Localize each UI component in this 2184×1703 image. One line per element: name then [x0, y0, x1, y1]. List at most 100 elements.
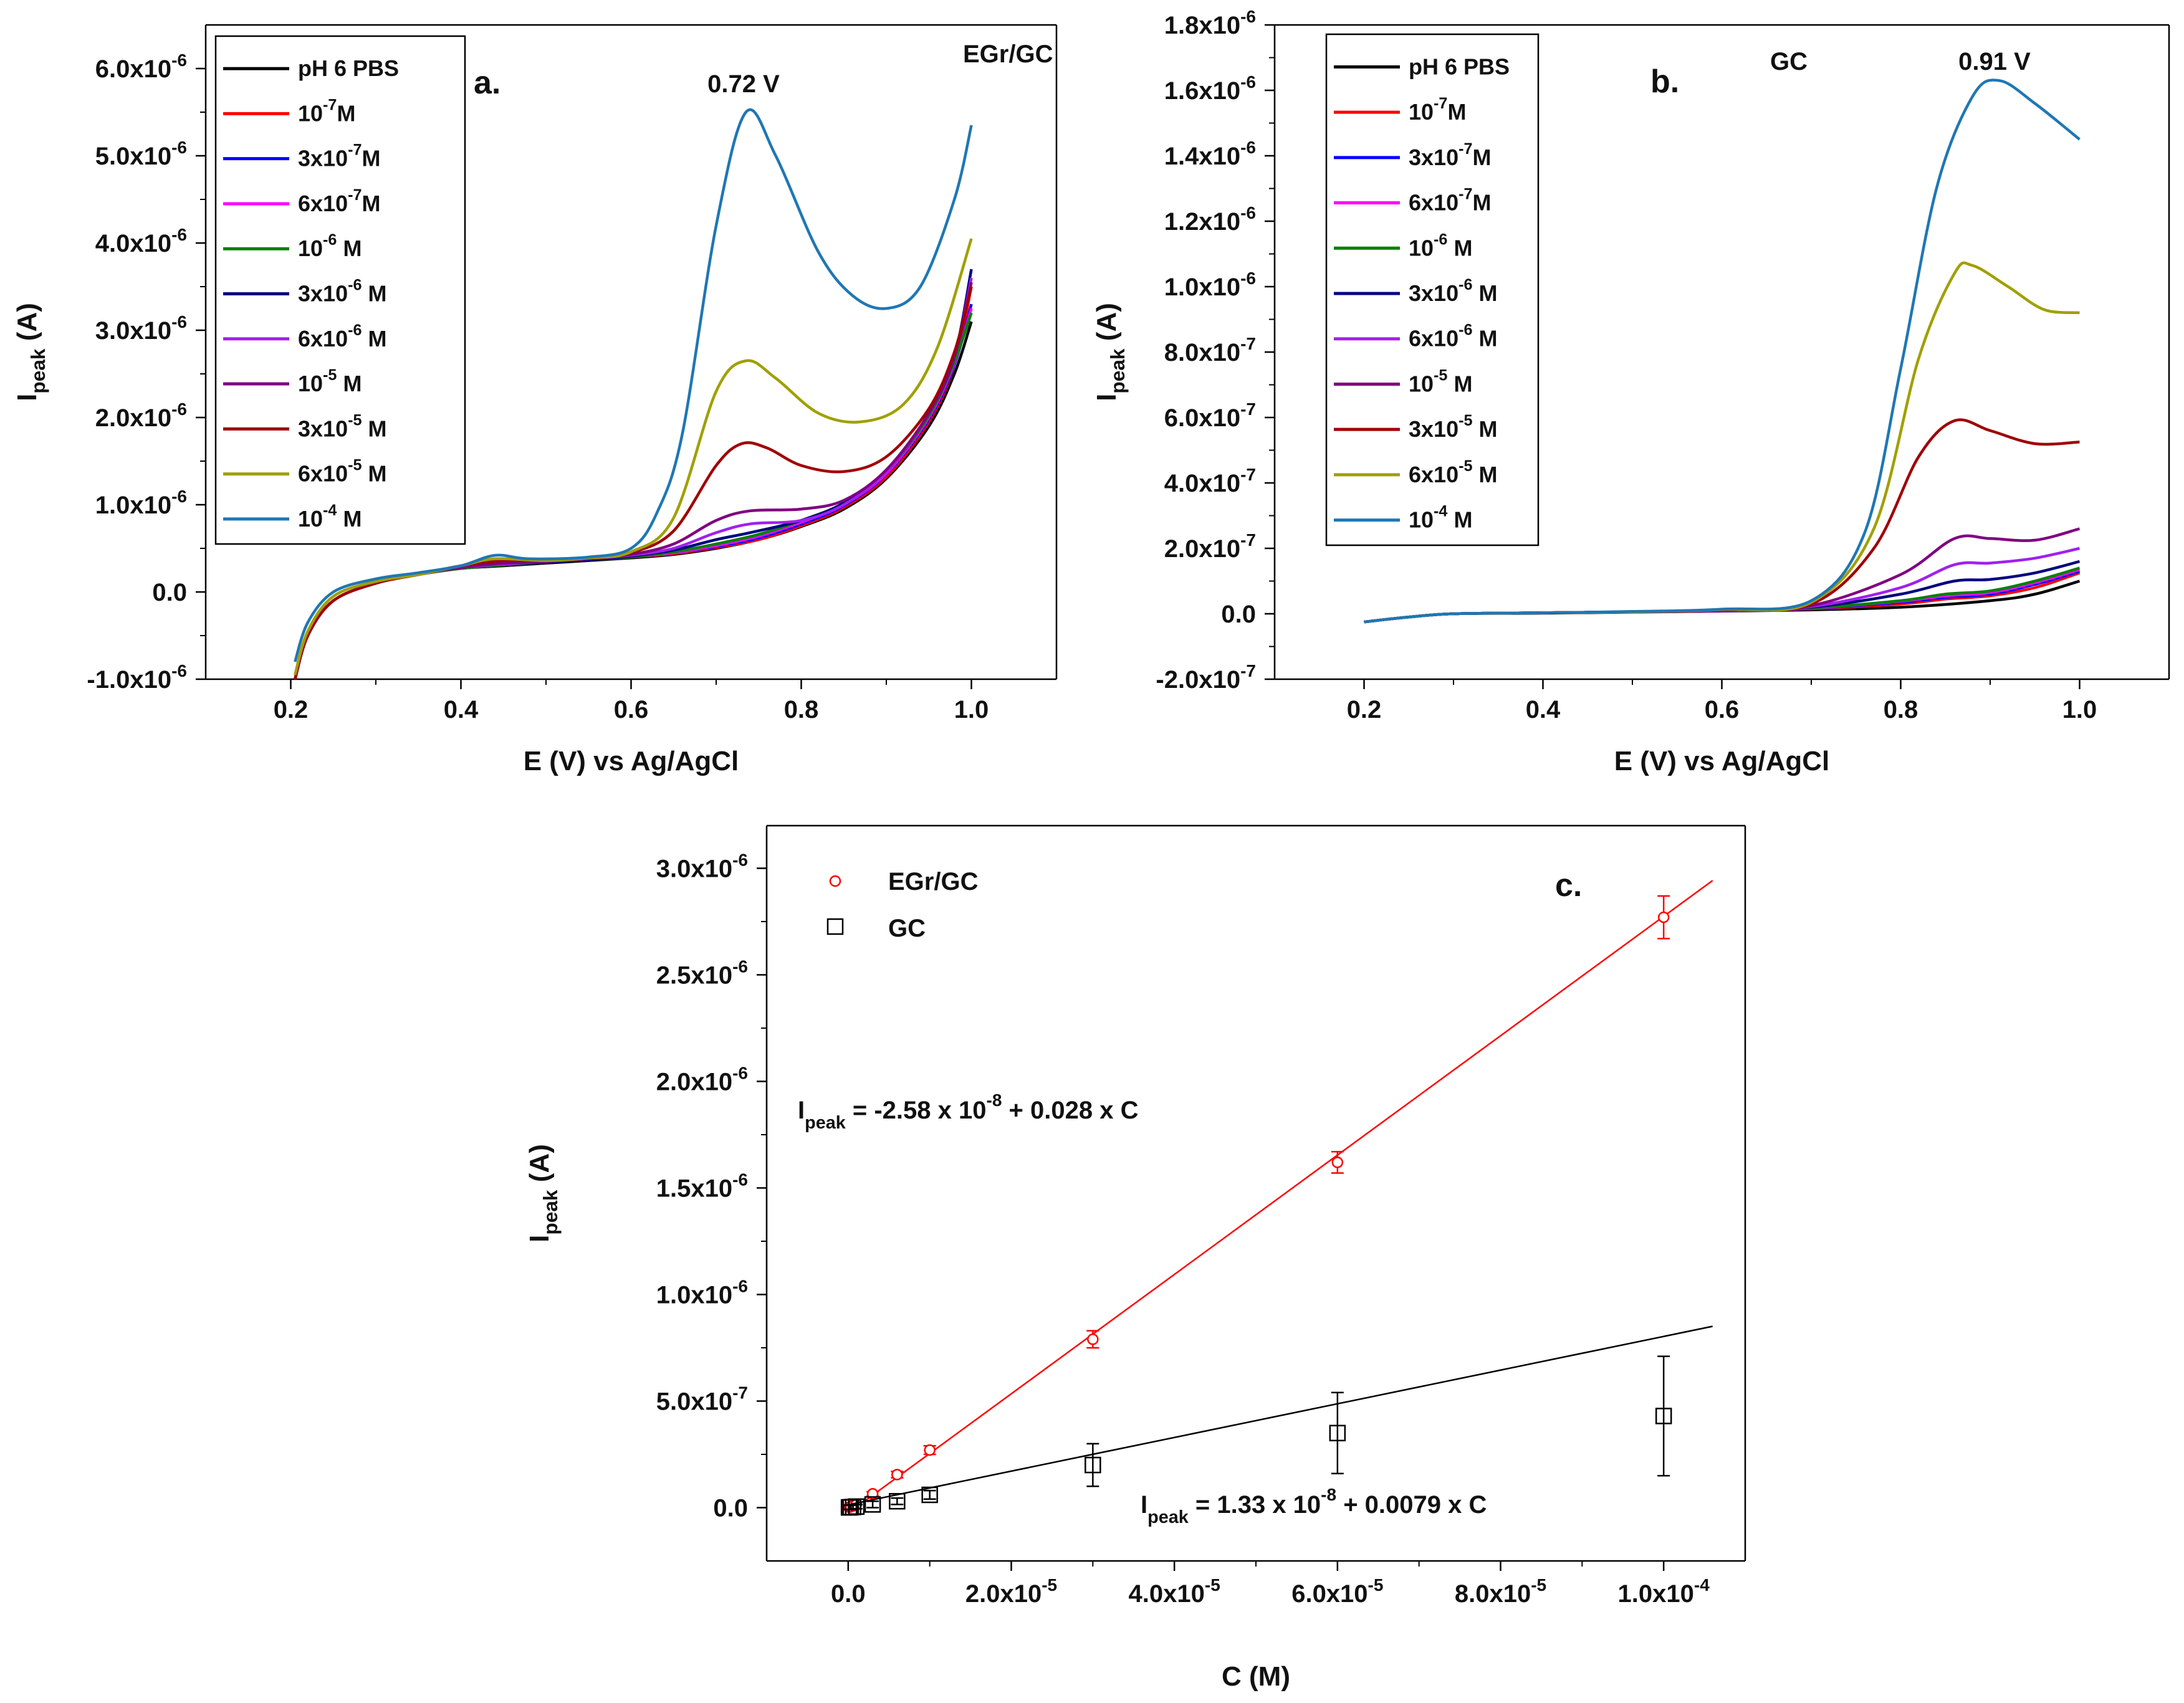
- x-tick-label: 1.0: [2062, 696, 2097, 723]
- legend-label: 6x10-6 M: [298, 322, 387, 351]
- x-tick-label: 8.0x10-5: [1455, 1575, 1546, 1608]
- legend: [1325, 33, 1540, 546]
- legend-label: 3x10-5 M: [298, 411, 387, 441]
- y-tick-label: 6.0x10-6: [95, 50, 187, 83]
- fit-line-egr-gc: [864, 880, 1713, 1502]
- legend-label: 6x10-7M: [1409, 186, 1492, 216]
- legend-label: 10-5 M: [1409, 366, 1472, 396]
- peak-potential-annotation: 0.91 V: [1958, 48, 2031, 75]
- legend-label: 10-6 M: [298, 231, 362, 261]
- y-tick-label: 3.0x10-6: [656, 850, 748, 882]
- x-tick-label: 6.0x10-5: [1291, 1575, 1383, 1608]
- y-tick-label: 4.0x10-7: [1164, 465, 1256, 497]
- y-axis-label: Ipeak (A): [1091, 303, 1129, 401]
- y-tick-label: 5.0x10-7: [656, 1383, 748, 1415]
- series-line-6e-5-m: [294, 238, 973, 675]
- y-tick-label: 1.8x10-6: [1164, 7, 1256, 39]
- x-tick-label: 1.0x10-4: [1618, 1575, 1710, 1608]
- y-tick-label: 2.0x10-7: [1164, 530, 1256, 563]
- x-axis-label: E (V) vs Ag/AgCl: [524, 746, 739, 776]
- legend-label: 3x10-7M: [1409, 140, 1492, 170]
- x-tick-label: 0.4: [1526, 696, 1561, 723]
- legend-label: 3x10-6 M: [1409, 276, 1498, 306]
- panel-letter: c.: [1555, 867, 1582, 904]
- legend-label: 10-4 M: [298, 502, 362, 532]
- data-point-egr-gc: [891, 1469, 903, 1481]
- x-tick-label: 0.8: [784, 696, 819, 723]
- legend-label: EGr/GC: [888, 868, 978, 895]
- x-tick-label: 4.0x10-5: [1129, 1575, 1220, 1608]
- panel-letter: a.: [474, 65, 501, 101]
- legend-label: 3x10-7M: [298, 141, 381, 171]
- y-tick-label: -1.0x10-6: [87, 661, 187, 694]
- x-tick-label: 0.2: [274, 696, 309, 723]
- y-tick-label: 0.0: [152, 579, 187, 606]
- legend-marker-square: [826, 918, 844, 935]
- y-tick-label: 1.5x10-6: [656, 1170, 748, 1202]
- series-group: [840, 880, 1713, 1516]
- y-tick-label: 0.0: [713, 1494, 748, 1522]
- y-tick-label: 1.0x10-6: [1164, 269, 1256, 301]
- y-axis-label: Ipeak (A): [524, 1144, 562, 1243]
- x-tick-label: 0.4: [444, 696, 479, 723]
- y-tick-label: 5.0x10-6: [95, 138, 187, 170]
- data-point-gc: [889, 1492, 906, 1510]
- x-tick-label: 0.6: [614, 696, 649, 723]
- y-tick-label: 0.0: [1221, 601, 1256, 628]
- legend: EGr/GC GC: [826, 868, 978, 942]
- y-tick-label: 2.5x10-6: [656, 956, 748, 989]
- y-tick-label: -2.0x10-7: [1156, 661, 1256, 694]
- y-tick-label: 2.0x10-6: [656, 1063, 748, 1095]
- legend-label: 3x10-5 M: [1409, 412, 1498, 442]
- legend: [214, 35, 466, 545]
- legend-label: GC: [888, 915, 926, 942]
- x-axis-label: E (V) vs Ag/AgCl: [1614, 746, 1830, 776]
- x-tick-label: 0.8: [1884, 696, 1918, 723]
- legend-label: 10-7M: [1409, 95, 1466, 125]
- y-tick-label: 6.0x10-7: [1164, 399, 1256, 432]
- legend-label: 3x10-6 M: [298, 277, 387, 307]
- x-tick-label: 0.6: [1705, 696, 1740, 723]
- data-point-egr-gc: [1657, 911, 1670, 923]
- series-line-ph-6-pbs: [1364, 580, 2081, 624]
- data-point-gc: [864, 1496, 881, 1513]
- legend-label: 10-6 M: [1409, 231, 1472, 260]
- panel-a: 0.2 0.4 0.6 0.8 1.0 E (V) vs Ag/AgCl Ipeak (A)…: [12, 24, 1058, 776]
- legend-label: 6x10-7M: [298, 186, 381, 216]
- legend-box: [1325, 33, 1540, 546]
- y-tick-label: 8.0x10-7: [1164, 334, 1256, 366]
- y-tick-label: 1.4x10-6: [1164, 138, 1256, 170]
- x-tick-label: 1.0: [954, 696, 989, 723]
- y-tick-label: 1.2x10-6: [1164, 203, 1256, 236]
- panel-c: C (M) Ipeak (A) EGr/GC GC c. Ipeak = -2.58 x …: [524, 824, 1746, 1692]
- legend-box: [214, 35, 466, 545]
- data-point-egr-gc: [924, 1444, 936, 1456]
- x-tick-label: 2.0x10-5: [965, 1575, 1057, 1608]
- electrode-label: GC: [1770, 48, 1808, 75]
- data-point-egr-gc: [1087, 1333, 1099, 1345]
- legend-label: 10-5 M: [298, 366, 362, 396]
- data-point-gc: [921, 1486, 938, 1504]
- legend-label: 6x10-6 M: [1409, 322, 1498, 351]
- legend-label: 10-7M: [298, 96, 355, 126]
- legend-label: pH 6 PBS: [298, 55, 399, 81]
- x-tick-label: 0.0: [831, 1580, 866, 1608]
- x-tick-label: 0.2: [1347, 696, 1382, 723]
- legend-label: 6x10-5 M: [298, 457, 387, 487]
- series-group: [1364, 79, 2081, 624]
- regression-equation: Ipeak = 1.33 x 10-8 + 0.0079 x C: [1141, 1485, 1487, 1527]
- series-line-1e-4-m: [294, 108, 973, 662]
- data-point-gc: [1655, 1408, 1672, 1424]
- y-tick-label: 1.0x10-6: [656, 1276, 748, 1309]
- legend-label: 10-4 M: [1409, 503, 1472, 533]
- panel-b: 0.2 0.4 0.6 0.8 1.0 E (V) vs Ag/AgCl Ipeak (A)…: [1091, 24, 2170, 776]
- fit-line-gc: [848, 1325, 1713, 1506]
- data-point-egr-gc: [1331, 1157, 1344, 1168]
- regression-equation: Ipeak = -2.58 x 10-8 + 0.028 x C: [798, 1090, 1138, 1133]
- y-tick-label: 3.0x10-6: [95, 312, 187, 345]
- y-axis-label: Ipeak (A): [12, 303, 49, 401]
- data-point-gc: [848, 1498, 865, 1515]
- peak-potential-annotation: 0.72 V: [707, 70, 780, 98]
- data-point-gc: [1085, 1456, 1101, 1474]
- legend-label: 6x10-5 M: [1409, 457, 1498, 487]
